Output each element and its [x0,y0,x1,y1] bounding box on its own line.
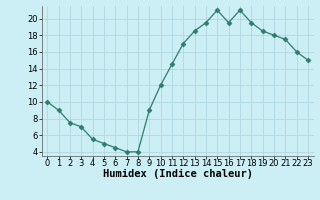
X-axis label: Humidex (Indice chaleur): Humidex (Indice chaleur) [103,169,252,179]
